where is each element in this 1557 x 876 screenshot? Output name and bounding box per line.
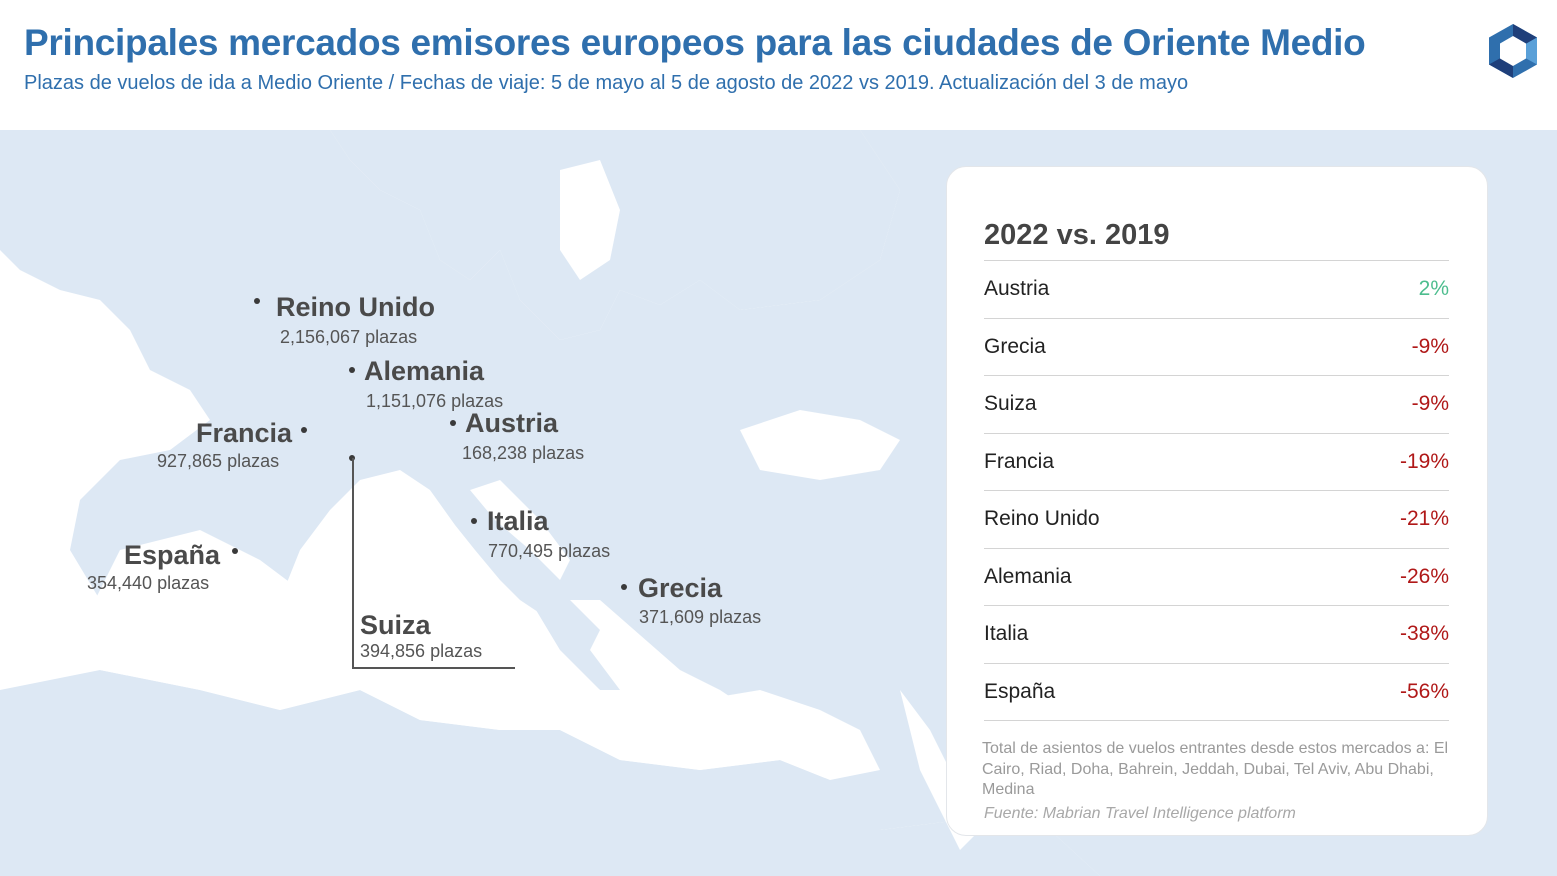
market-seats-austria: 168,238 plazas	[462, 443, 585, 463]
row-change: -21%	[1399, 507, 1449, 531]
marker-dot-italia	[471, 518, 477, 524]
sea-baltic	[560, 160, 620, 280]
row-country: Italia	[984, 622, 1029, 646]
row-change: 2%	[1418, 277, 1449, 301]
marker-dot-austria	[450, 420, 456, 426]
market-name-reino-unido: Reino Unido	[276, 292, 435, 322]
row-country: Suiza	[984, 392, 1037, 416]
land-anatolia	[700, 500, 920, 600]
comparison-table: Austria 2% Grecia -9% Suiza -9% Francia …	[984, 260, 1449, 721]
market-name-suiza: Suiza	[360, 610, 431, 640]
market-name-italia: Italia	[487, 506, 549, 536]
row-country: Francia	[984, 449, 1055, 473]
comparison-panel: 2022 vs. 2019 Austria 2% Grecia -9% Suiz…	[946, 166, 1488, 836]
row-country: Austria	[984, 277, 1050, 301]
footnote: Total de asientos de vuelos entrantes de…	[982, 740, 1449, 798]
hexagon-logo-icon	[1489, 24, 1537, 78]
market-name-francia: Francia	[196, 418, 293, 448]
panel-title: 2022 vs. 2019	[984, 219, 1170, 251]
table-row: Francia -19%	[984, 434, 1449, 491]
sea-atlantic	[0, 360, 90, 500]
market-seats-alemania: 1,151,076 plazas	[366, 391, 504, 411]
row-change: -19%	[1399, 449, 1449, 473]
row-country: España	[984, 679, 1056, 703]
sea-black	[740, 410, 900, 480]
page-title: Principales mercados emisores europeos p…	[24, 22, 1366, 63]
marker-dot-grecia	[621, 584, 627, 590]
marker-dot-reino-unido	[254, 298, 260, 304]
row-change: -9%	[1411, 392, 1449, 416]
row-change: -38%	[1399, 622, 1449, 646]
page-subtitle: Plazas de vuelos de ida a Medio Oriente …	[24, 72, 1189, 94]
row-change: -26%	[1399, 564, 1449, 588]
marker-dot-alemania	[349, 367, 355, 373]
market-name-austria: Austria	[465, 408, 559, 438]
row-country: Grecia	[984, 334, 1046, 358]
market-seats-reino-unido: 2,156,067 plazas	[280, 327, 418, 347]
land-north-africa	[0, 670, 1100, 876]
table-row: Austria 2%	[984, 261, 1449, 319]
market-seats-francia: 927,865 plazas	[157, 451, 280, 471]
suiza-leader-line-horizontal	[352, 667, 515, 669]
table-row: Alemania -26%	[984, 549, 1449, 606]
marker-dot-francia	[301, 427, 307, 433]
row-country: Alemania	[984, 564, 1072, 588]
market-seats-suiza: 394,856 plazas	[360, 641, 483, 661]
row-change: -9%	[1411, 334, 1449, 358]
table-row: Italia -38%	[984, 606, 1449, 664]
market-seats-italia: 770,495 plazas	[488, 541, 611, 561]
table-row: Reino Unido -21%	[984, 491, 1449, 549]
land-italy	[430, 490, 600, 650]
market-name-grecia: Grecia	[638, 573, 723, 603]
table-row: España -56%	[984, 664, 1449, 721]
marker-dot-espana	[232, 548, 238, 554]
market-name-alemania: Alemania	[364, 356, 485, 386]
row-change: -56%	[1399, 679, 1449, 703]
table-row: Suiza -9%	[984, 376, 1449, 434]
market-seats-grecia: 371,609 plazas	[639, 607, 762, 627]
source-credit: Fuente: Mabrian Travel Intelligence plat…	[984, 805, 1296, 822]
land-greece	[610, 550, 700, 630]
sea-mediterranean-west	[80, 530, 880, 780]
sea-adriatic	[470, 480, 570, 580]
market-name-espana: España	[124, 540, 221, 570]
row-country: Reino Unido	[984, 507, 1100, 531]
table-row: Grecia -9%	[984, 319, 1449, 376]
market-seats-espana: 354,440 plazas	[87, 573, 210, 593]
suiza-leader-line-vertical	[352, 458, 354, 668]
